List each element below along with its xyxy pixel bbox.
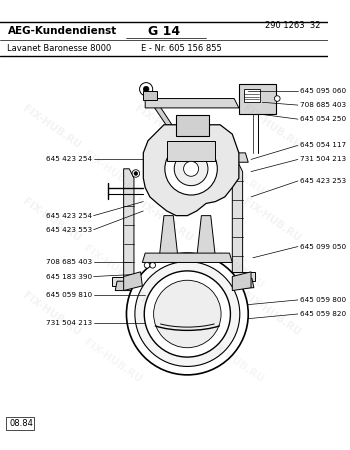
Text: 645 099 050: 645 099 050: [300, 243, 346, 250]
Text: FIX-HUB.RU: FIX-HUB.RU: [21, 290, 82, 338]
Circle shape: [150, 262, 155, 268]
Text: FIX-HUB.RU: FIX-HUB.RU: [82, 243, 143, 291]
Polygon shape: [124, 169, 134, 281]
Circle shape: [144, 262, 150, 268]
Bar: [167, 141, 216, 161]
Text: FIX-HUB.RU: FIX-HUB.RU: [241, 197, 302, 244]
Text: FIX-HUB.RU: FIX-HUB.RU: [82, 337, 143, 384]
Bar: [239, 85, 276, 114]
Text: 08.84: 08.84: [9, 419, 33, 428]
Circle shape: [184, 161, 198, 176]
Polygon shape: [232, 162, 243, 276]
Text: E - Nr. 605 156 855: E - Nr. 605 156 855: [140, 45, 221, 54]
Polygon shape: [142, 253, 232, 262]
Text: 708 685 403: 708 685 403: [46, 260, 92, 266]
Text: 731 504 213: 731 504 213: [46, 320, 92, 326]
Text: 645 423 254: 645 423 254: [46, 213, 92, 219]
Polygon shape: [159, 216, 178, 258]
Text: FIX-HUB.RU: FIX-HUB.RU: [203, 243, 265, 291]
Text: AEG-Kundendienst: AEG-Kundendienst: [7, 26, 117, 36]
Polygon shape: [232, 272, 251, 291]
Text: FIX-HUB.RU: FIX-HUB.RU: [21, 103, 82, 150]
Polygon shape: [197, 216, 216, 258]
Text: 645 059 820: 645 059 820: [300, 311, 346, 317]
Text: 645 054 250: 645 054 250: [300, 116, 346, 122]
Text: Lavanet Baronesse 8000: Lavanet Baronesse 8000: [7, 45, 112, 54]
Circle shape: [154, 280, 221, 348]
Text: FIX-HUB.RU: FIX-HUB.RU: [241, 103, 302, 150]
Polygon shape: [143, 91, 158, 100]
Text: 645 059 810: 645 059 810: [46, 292, 92, 298]
Text: 645 423 254: 645 423 254: [46, 157, 92, 162]
Text: 645 183 390: 645 183 390: [46, 274, 92, 279]
Text: 290 1263  32: 290 1263 32: [265, 21, 320, 30]
Polygon shape: [220, 279, 254, 288]
Circle shape: [165, 143, 217, 195]
Text: FIX-HUB.RU: FIX-HUB.RU: [203, 337, 265, 384]
Circle shape: [174, 152, 208, 186]
Polygon shape: [219, 272, 255, 281]
Polygon shape: [115, 281, 142, 291]
Circle shape: [143, 86, 149, 92]
Bar: [244, 89, 260, 102]
Text: 645 054 117: 645 054 117: [300, 142, 346, 148]
Circle shape: [135, 261, 240, 366]
Text: 645 059 800: 645 059 800: [300, 297, 346, 303]
Circle shape: [132, 170, 140, 177]
Bar: [176, 115, 209, 136]
Text: 645 095 060: 645 095 060: [300, 88, 346, 94]
Polygon shape: [143, 125, 239, 216]
Circle shape: [134, 171, 138, 176]
Text: FIX-HUB.RU: FIX-HUB.RU: [133, 103, 195, 150]
Text: 645 423 253: 645 423 253: [300, 178, 346, 184]
Polygon shape: [143, 91, 186, 145]
Polygon shape: [124, 272, 142, 291]
Circle shape: [144, 271, 230, 357]
Polygon shape: [145, 99, 239, 108]
Text: 708 685 403: 708 685 403: [300, 102, 346, 108]
Text: 645 423 553: 645 423 553: [46, 227, 92, 233]
Polygon shape: [112, 276, 145, 286]
Bar: [6, 417, 34, 430]
Text: 731 504 213: 731 504 213: [300, 157, 346, 162]
Circle shape: [140, 83, 153, 96]
Text: FIX-HUB.RU: FIX-HUB.RU: [82, 150, 143, 197]
Text: G 14: G 14: [148, 25, 180, 38]
Text: FIX-HUB.RU: FIX-HUB.RU: [203, 150, 265, 197]
Polygon shape: [227, 153, 248, 162]
Text: FIX-HUB.RU: FIX-HUB.RU: [133, 197, 195, 244]
Circle shape: [126, 253, 248, 375]
Text: FIX-HUB.RU: FIX-HUB.RU: [133, 290, 195, 338]
Circle shape: [274, 96, 280, 101]
Text: FIX-HUB.RU: FIX-HUB.RU: [241, 290, 302, 338]
Text: FIX-HUB.RU: FIX-HUB.RU: [21, 197, 82, 244]
